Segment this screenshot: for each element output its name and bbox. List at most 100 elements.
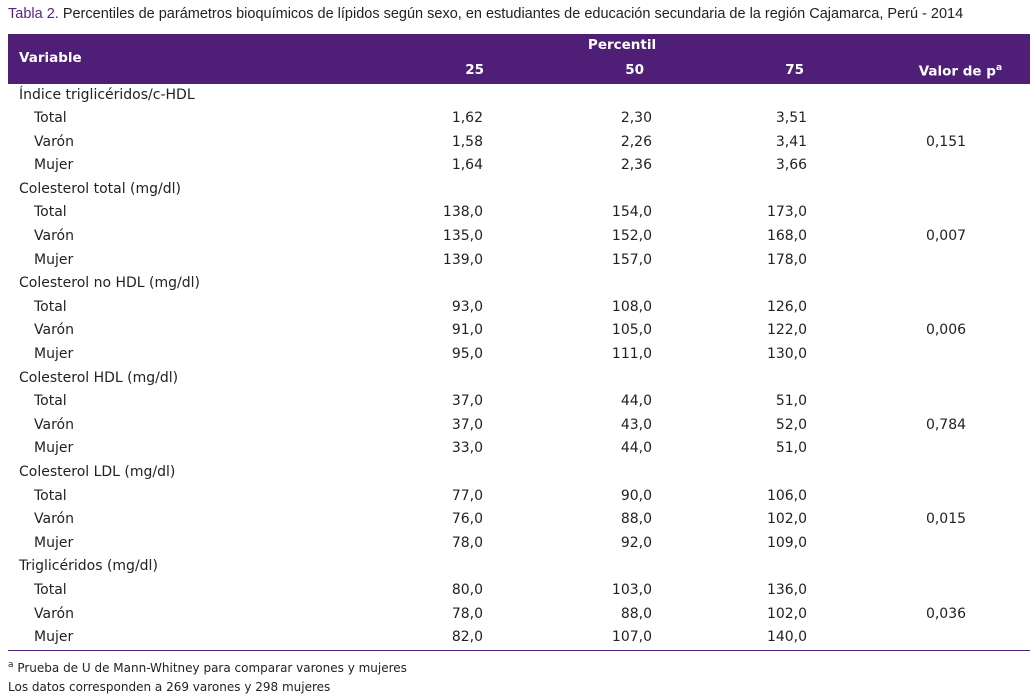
cell-p25: 78,0	[451, 534, 483, 551]
header-pvalue-sup: a	[995, 63, 1003, 73]
header-pvalue-text: Valor de p	[918, 63, 996, 80]
cell-p75: 52,0	[775, 416, 808, 433]
cell-p25: 76,0	[451, 511, 483, 528]
cell-pvalue	[856, 296, 1030, 320]
table-row: Total 138,0 154,0 173,0	[8, 201, 1030, 225]
cell-p50: 2,26	[620, 133, 652, 150]
header-p50: 50	[546, 57, 701, 84]
table-row: Mujer 139,0 157,0 178,0	[8, 249, 1030, 273]
cell-pvalue	[856, 485, 1030, 509]
row-label: Total	[34, 393, 67, 410]
cell-pvalue	[856, 437, 1030, 461]
cell-p75: 168,0	[766, 228, 808, 245]
cell-p25: 37,0	[451, 393, 483, 410]
row-label: Mujer	[34, 440, 74, 457]
cell-p25: 1,62	[451, 110, 483, 127]
row-label: Mujer	[34, 251, 74, 268]
cell-p75: 51,0	[775, 440, 808, 457]
table-caption: Tabla 2. Percentiles de parámetros bioqu…	[8, 4, 1028, 24]
cell-p75: 130,0	[766, 346, 808, 363]
row-label: Varón	[34, 416, 74, 433]
cell-p50: 108,0	[611, 298, 652, 315]
table-row: Mujer 78,0 92,0 109,0	[8, 532, 1030, 556]
row-label: Varón	[34, 511, 74, 528]
group-row: Triglicéridos (mg/dl)	[8, 555, 1030, 579]
cell-p75: 122,0	[766, 322, 808, 339]
cell-p25: 37,0	[451, 416, 483, 433]
cell-p25: 95,0	[451, 346, 483, 363]
note-a-text: Prueba de U de Mann-Whitney para compara…	[13, 661, 407, 675]
cell-p75: 102,0	[766, 511, 808, 528]
cell-pvalue	[856, 626, 1031, 651]
cell-p25: 91,0	[451, 322, 483, 339]
cell-pvalue: 0,006	[925, 322, 967, 339]
cell-pvalue: 0,151	[925, 133, 967, 150]
group-label: Índice triglicéridos/c-HDL	[19, 86, 195, 103]
caption-text: Percentiles de parámetros bioquímicos de…	[58, 6, 964, 22]
cell-p75: 136,0	[766, 581, 808, 598]
row-label: Mujer	[34, 157, 74, 174]
cell-p50: 44,0	[620, 393, 652, 410]
cell-pvalue: 0,784	[925, 416, 967, 433]
cell-pvalue	[856, 579, 1030, 603]
cell-p50: 90,0	[620, 487, 652, 504]
cell-p75: 51,0	[775, 393, 808, 410]
cell-p25: 139,0	[442, 251, 483, 268]
header-variable: Variable	[8, 34, 388, 84]
table-row: Mujer 82,0 107,0 140,0	[8, 626, 1031, 651]
cell-p75: 126,0	[766, 298, 808, 315]
cell-p75: 3,66	[775, 157, 808, 174]
header-blank	[856, 34, 1031, 57]
row-label: Varón	[34, 322, 74, 339]
table-row: Varón 1,58 2,26 3,41 0,151	[8, 131, 1030, 155]
row-label: Varón	[34, 133, 74, 150]
cell-p25: 82,0	[388, 626, 546, 651]
cell-pvalue: 0,015	[925, 511, 967, 528]
cell-p75: 3,51	[775, 110, 808, 127]
group-label: Colesterol HDL (mg/dl)	[19, 369, 179, 386]
cell-p50: 103,0	[611, 581, 652, 598]
cell-p75: 173,0	[766, 204, 808, 221]
cell-p25: 138,0	[442, 204, 483, 221]
note-b: Los datos corresponden a 269 varones y 2…	[8, 680, 331, 694]
group-row: Colesterol no HDL (mg/dl)	[8, 272, 1030, 296]
note-a: a Prueba de U de Mann-Whitney para compa…	[8, 656, 1028, 678]
cell-pvalue: 0,036	[925, 605, 967, 622]
row-label: Mujer	[34, 534, 74, 551]
lipid-percentiles-table: Variable Percentil 25 50 75 Valor de pa …	[8, 34, 1031, 651]
table-row: Total 80,0 103,0 136,0	[8, 579, 1030, 603]
table-row: Mujer 33,0 44,0 51,0	[8, 437, 1030, 461]
cell-pvalue	[856, 107, 1030, 131]
cell-p75: 140,0	[701, 626, 857, 651]
header-p25: 25	[388, 57, 546, 84]
cell-pvalue	[856, 343, 1030, 367]
cell-pvalue: 0,007	[925, 228, 967, 245]
cell-p75: 3,41	[775, 133, 808, 150]
cell-p50: 105,0	[611, 322, 652, 339]
table-row: Mujer 1,64 2,36 3,66	[8, 154, 1030, 178]
note-a-sup: a	[8, 660, 14, 670]
group-row: Colesterol HDL (mg/dl)	[8, 367, 1030, 391]
cell-p25: 77,0	[451, 487, 483, 504]
group-label: Colesterol no HDL (mg/dl)	[19, 275, 200, 292]
cell-p50: 44,0	[620, 440, 652, 457]
header-percentil: Percentil	[388, 34, 857, 57]
table-row: Varón 37,0 43,0 52,0 0,784	[8, 414, 1030, 438]
cell-p50: 92,0	[620, 534, 652, 551]
cell-p25: 33,0	[451, 440, 483, 457]
row-label: Total	[34, 204, 67, 221]
row-label: Mujer	[34, 346, 74, 363]
row-label: Total	[34, 110, 67, 127]
cell-p50: 2,30	[620, 110, 652, 127]
cell-p75: 178,0	[766, 251, 808, 268]
cell-p50: 111,0	[611, 346, 652, 363]
cell-p75: 106,0	[766, 487, 808, 504]
table-row: Total 77,0 90,0 106,0	[8, 485, 1030, 509]
table-row: Total 37,0 44,0 51,0	[8, 390, 1030, 414]
row-label: Total	[34, 298, 67, 315]
row-label: Total	[34, 487, 67, 504]
table-row: Varón 78,0 88,0 102,0 0,036	[8, 603, 1030, 627]
cell-p25: 1,64	[451, 157, 483, 174]
group-label: Triglicéridos (mg/dl)	[19, 558, 158, 575]
cell-p50: 157,0	[611, 251, 652, 268]
